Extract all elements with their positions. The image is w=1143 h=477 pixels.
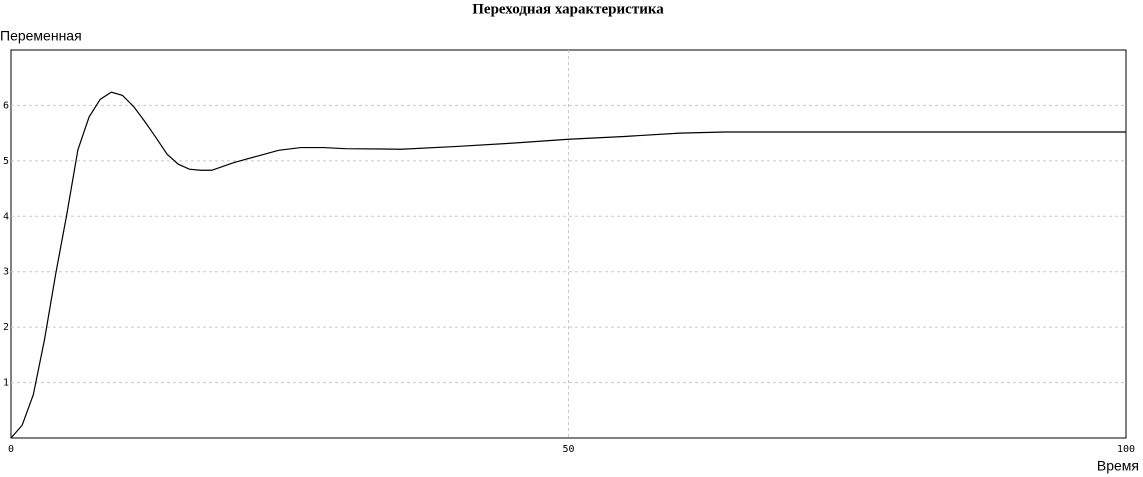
data-line bbox=[10, 91, 1126, 439]
x-tick-label: 50 bbox=[562, 444, 574, 455]
y-tick-label: 4 bbox=[3, 211, 9, 222]
chart-title: Переходная характеристика bbox=[472, 1, 664, 17]
y-axis-label: Переменная bbox=[0, 28, 82, 44]
y-tick-label: 2 bbox=[3, 322, 9, 333]
y-tick-label: 6 bbox=[3, 100, 9, 111]
y-tick-label: 3 bbox=[3, 267, 9, 278]
x-axis-label: Время bbox=[1097, 458, 1139, 474]
y-tick-label: 5 bbox=[3, 156, 9, 167]
x-tick-label: 0 bbox=[8, 444, 14, 455]
y-tick-label: 1 bbox=[3, 378, 9, 389]
x-tick-label: 100 bbox=[1117, 444, 1135, 455]
